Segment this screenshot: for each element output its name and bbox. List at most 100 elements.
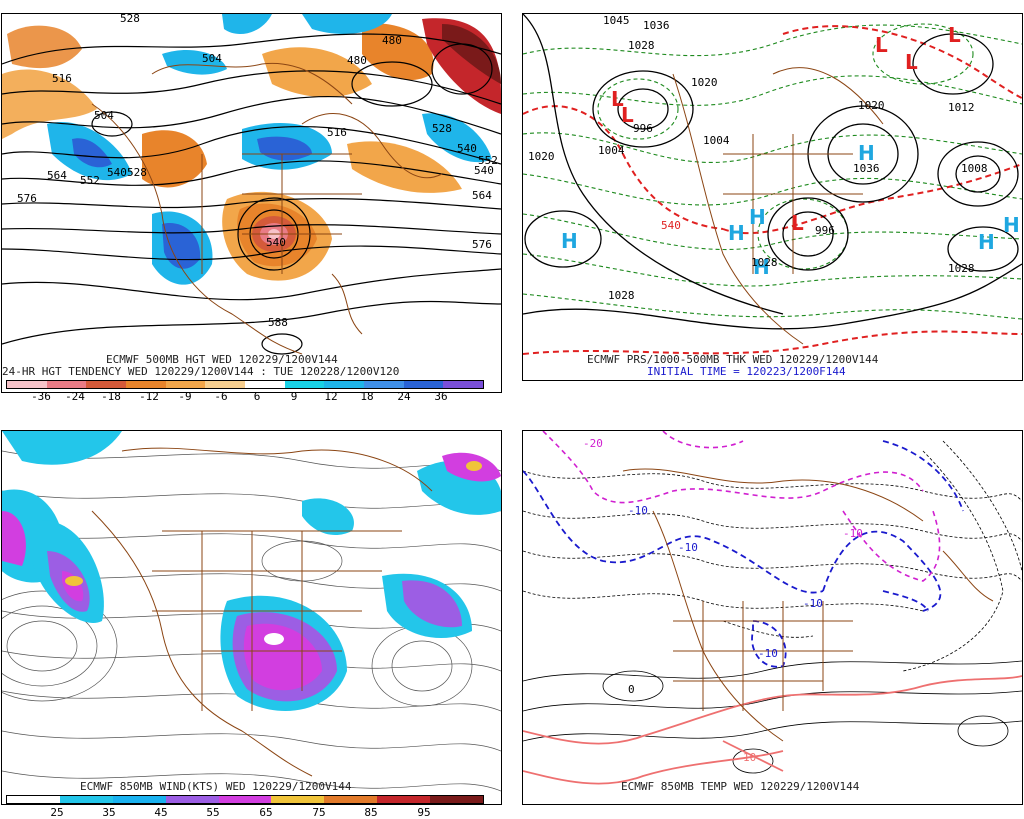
cbar-tick: 12 bbox=[324, 390, 338, 403]
cbar-tick: -6 bbox=[214, 390, 228, 403]
isobar-label: 1020 bbox=[528, 150, 555, 163]
cbar-swatch bbox=[271, 796, 325, 803]
isobar-label: 1028 bbox=[751, 256, 778, 269]
cbar-swatch bbox=[324, 381, 365, 388]
cbar-swatch bbox=[324, 796, 378, 803]
height-tendency-map: 528 504 480 480 516 504 540 528 564 552 … bbox=[2, 14, 501, 355]
isotherm-label: 0 bbox=[628, 683, 635, 696]
contour-label: 552 bbox=[478, 154, 498, 167]
high-pressure-marker: H bbox=[978, 230, 995, 254]
caption-initial-time: INITIAL TIME = 120223/1200F144 bbox=[647, 365, 846, 378]
cbar-tick: 18 bbox=[360, 390, 374, 403]
cbar-swatch bbox=[126, 381, 166, 388]
isobar-label: 996 bbox=[633, 122, 653, 135]
cbar-swatch bbox=[443, 381, 484, 388]
low-pressure-marker: L bbox=[611, 87, 624, 111]
contour-label: 540 bbox=[474, 164, 494, 177]
contour-label: 588 bbox=[268, 316, 288, 329]
isotherm-label: -10 bbox=[628, 504, 648, 517]
cbar-swatch bbox=[165, 381, 206, 388]
isobar-label: 996 bbox=[815, 224, 835, 237]
high-pressure-marker: H bbox=[728, 221, 745, 245]
isobar-label: 1028 bbox=[628, 39, 655, 52]
high-pressure-marker: H bbox=[749, 205, 766, 229]
contour-label: 564 bbox=[47, 169, 67, 182]
cbar-swatch bbox=[284, 381, 325, 388]
contour-label: 540 bbox=[457, 142, 477, 155]
contour-label: 540 bbox=[266, 236, 286, 249]
isobar-label: 1036 bbox=[853, 162, 880, 175]
isotherm-label: -10 bbox=[803, 597, 823, 610]
contour-label: 480 bbox=[347, 54, 367, 67]
contour-label: 516 bbox=[52, 72, 72, 85]
cbar-tick: 55 bbox=[206, 806, 220, 819]
cbar-tick: 24 bbox=[397, 390, 411, 403]
thickness-label: 540 bbox=[661, 219, 681, 232]
isobar-label: 1036 bbox=[643, 19, 670, 32]
cbar-tick: 36 bbox=[434, 390, 448, 403]
cbar-tick: -24 bbox=[65, 390, 85, 403]
pressure-thickness-map: H H H H H H H L L L L L L 1036 1045 1028… bbox=[523, 14, 1022, 355]
contour-label: 504 bbox=[94, 109, 114, 122]
panel-pressure-thickness: H H H H H H H L L L L L L 1036 1045 1028… bbox=[522, 13, 1023, 381]
high-pressure-marker: H bbox=[1003, 213, 1020, 237]
cbar-tick: -12 bbox=[139, 390, 159, 403]
panel-850mb-wind: ECMWF 850MB WIND(KTS) WED 120229/1200V14… bbox=[1, 430, 502, 805]
caption-500mb: ECMWF 500MB HGT WED 120229/1200V144 bbox=[106, 353, 338, 366]
cbar-swatch bbox=[377, 796, 431, 803]
contour-label: 576 bbox=[17, 192, 37, 205]
cbar-tick: -18 bbox=[101, 390, 121, 403]
isobar-label: 1028 bbox=[948, 262, 975, 275]
isobar-label: 1028 bbox=[608, 289, 635, 302]
caption-pressure-thickness: ECMWF PRS/1000-500MB THK WED 120229/1200… bbox=[587, 353, 879, 366]
cbar-swatch bbox=[86, 381, 127, 388]
cbar-tick: -36 bbox=[31, 390, 51, 403]
caption-height-tendency: 24-HR HGT TENDENCY WED 120229/1200V144 :… bbox=[2, 365, 400, 378]
cbar-swatch bbox=[218, 796, 272, 803]
tendency-colorbar bbox=[6, 380, 484, 389]
isobar-label: 1020 bbox=[691, 76, 718, 89]
caption-850mb-temp: ECMWF 850MB TEMP WED 120229/1200V144 bbox=[621, 780, 860, 793]
cbar-tick: 45 bbox=[154, 806, 168, 819]
cbar-tick: 35 bbox=[102, 806, 116, 819]
panel-500mb-height: 528 504 480 480 516 504 540 528 564 552 … bbox=[1, 13, 502, 393]
cbar-tick: -9 bbox=[178, 390, 192, 403]
contour-label: 552 bbox=[80, 174, 100, 187]
cbar-swatch bbox=[205, 381, 246, 388]
contour-label: 480 bbox=[382, 34, 402, 47]
isobar-label: 1012 bbox=[948, 101, 975, 114]
cbar-tick: 85 bbox=[364, 806, 378, 819]
cbar-tick: 9 bbox=[290, 390, 298, 403]
low-pressure-marker: L bbox=[905, 50, 918, 74]
cbar-swatch bbox=[430, 796, 484, 803]
cbar-tick: 65 bbox=[259, 806, 273, 819]
wind-speed-map bbox=[2, 431, 501, 792]
low-pressure-marker: L bbox=[948, 23, 961, 47]
cbar-swatch bbox=[112, 796, 166, 803]
contour-label: 564 bbox=[472, 189, 492, 202]
low-pressure-marker: L bbox=[621, 103, 634, 127]
cbar-swatch bbox=[7, 796, 60, 803]
high-pressure-marker: H bbox=[753, 255, 770, 279]
contour-label: 528 bbox=[432, 122, 452, 135]
isobar-label: 1004 bbox=[598, 144, 625, 157]
cbar-tick: 25 bbox=[50, 806, 64, 819]
caption-850mb-wind: ECMWF 850MB WIND(KTS) WED 120229/1200V14… bbox=[80, 780, 352, 793]
high-pressure-marker: H bbox=[561, 229, 578, 253]
cbar-swatch bbox=[165, 796, 219, 803]
contour-label: 504 bbox=[202, 52, 222, 65]
isotherm-label: -10 bbox=[678, 541, 698, 554]
isotherm-label: -10 bbox=[758, 647, 778, 660]
cbar-swatch bbox=[245, 381, 285, 388]
contour-label: 576 bbox=[472, 238, 492, 251]
contour-label: 528 bbox=[120, 14, 140, 25]
cbar-tick: 6 bbox=[253, 390, 261, 403]
isotherm-label: -20 bbox=[583, 437, 603, 450]
isotherm-label: -10 bbox=[843, 527, 863, 540]
isotherm-label: 10 bbox=[743, 751, 756, 764]
wind-colorbar-ticks: 25 35 45 55 65 75 85 95 bbox=[1, 806, 500, 819]
isobar-label: 1020 bbox=[858, 99, 885, 112]
cbar-swatch bbox=[46, 381, 87, 388]
temperature-map: -20 -10 -10 -10 -10 0 -10 10 bbox=[523, 431, 1022, 785]
isobar-label: 1045 bbox=[603, 14, 630, 27]
